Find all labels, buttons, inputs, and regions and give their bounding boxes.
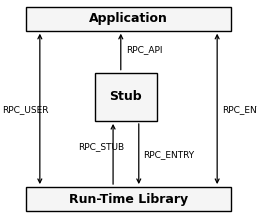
Text: Stub: Stub: [110, 90, 142, 103]
FancyBboxPatch shape: [95, 73, 157, 121]
Text: RPC_ENTRY: RPC_ENTRY: [222, 106, 257, 114]
Text: RPC_USER: RPC_USER: [3, 106, 49, 114]
Text: RPC_STUB: RPC_STUB: [78, 142, 124, 151]
Text: RPC_ENTRY: RPC_ENTRY: [143, 151, 194, 160]
FancyBboxPatch shape: [26, 7, 231, 31]
FancyBboxPatch shape: [26, 187, 231, 211]
Text: RPC_API: RPC_API: [126, 45, 162, 54]
Text: Application: Application: [89, 12, 168, 25]
Text: Run-Time Library: Run-Time Library: [69, 192, 188, 206]
